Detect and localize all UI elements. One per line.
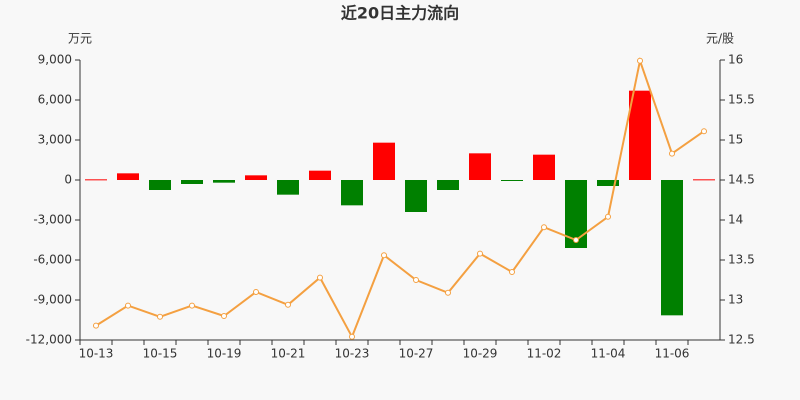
bar: [213, 180, 235, 183]
price-point: [509, 269, 515, 275]
y-tick-label: -9,000: [33, 293, 72, 307]
price-point: [573, 237, 579, 243]
y-tick-label: -6,000: [33, 253, 72, 267]
bar: [661, 180, 683, 316]
bar: [117, 173, 139, 180]
price-point: [349, 333, 355, 340]
x-tick-label: 11-02: [527, 347, 562, 361]
price-point: [285, 301, 291, 308]
x-tick-label: 10-27: [399, 347, 434, 361]
x-tick-label: 11-04: [591, 347, 626, 361]
bar: [437, 180, 459, 190]
y2-tick-label: 14.5: [728, 173, 755, 187]
price-point: [605, 213, 611, 220]
price-point: [701, 128, 707, 135]
price-point: [93, 322, 99, 329]
y2-tick-label: 13: [728, 293, 743, 307]
bar: [341, 180, 363, 206]
price-point: [317, 274, 323, 281]
price-point: [541, 224, 547, 231]
y-tick-label: 6,000: [38, 93, 72, 107]
y2-tick-label: 14: [728, 213, 743, 227]
x-tick-label: 10-29: [463, 347, 498, 361]
y-tick-label: -12,000: [26, 333, 72, 347]
y-axis-unit: 万元: [68, 32, 92, 46]
x-tick-label: 10-13: [79, 347, 114, 361]
bar: [501, 180, 523, 181]
price-point: [253, 289, 259, 295]
price-point: [445, 289, 451, 296]
x-tick-label: 10-21: [271, 347, 306, 361]
y-tick-label: 9,000: [38, 53, 72, 67]
y2-tick-label: 16: [728, 53, 743, 67]
y2-tick-label: 15: [728, 133, 743, 147]
bar: [533, 154, 555, 180]
bar: [149, 180, 171, 190]
price-point: [477, 250, 483, 257]
bar: [245, 175, 267, 180]
bar: [277, 180, 299, 195]
y-tick-label: 3,000: [38, 133, 72, 147]
y2-tick-label: 15.5: [728, 93, 755, 107]
price-point: [669, 150, 675, 157]
y2-tick-label: 12.5: [728, 333, 755, 347]
bar: [597, 180, 619, 186]
bar: [565, 180, 587, 248]
bar: [693, 179, 715, 181]
bar: [373, 142, 395, 180]
bar: [405, 180, 427, 212]
bar: [181, 180, 203, 184]
x-tick-label: 10-23: [335, 347, 370, 361]
price-point: [157, 313, 163, 320]
price-point: [221, 313, 227, 319]
chart-title: 近20日主力流向: [341, 4, 459, 23]
price-point: [413, 277, 419, 283]
bar: [629, 90, 651, 180]
price-point: [125, 302, 131, 309]
y2-axis-unit: 元/股: [706, 32, 734, 46]
y2-tick-label: 13.5: [728, 253, 755, 267]
bar: [309, 170, 331, 180]
price-point: [381, 252, 387, 259]
price-line: [95, 57, 705, 340]
x-tick-label: 11-06: [655, 347, 690, 361]
price-point: [189, 302, 195, 309]
price-point: [637, 57, 643, 64]
y-tick-label: -3,000: [33, 213, 72, 227]
bar: [469, 153, 491, 180]
y-tick-label: 0: [64, 173, 72, 187]
x-tick-label: 10-19: [207, 347, 242, 361]
bar: [85, 179, 107, 181]
x-tick-label: 10-15: [143, 347, 178, 361]
